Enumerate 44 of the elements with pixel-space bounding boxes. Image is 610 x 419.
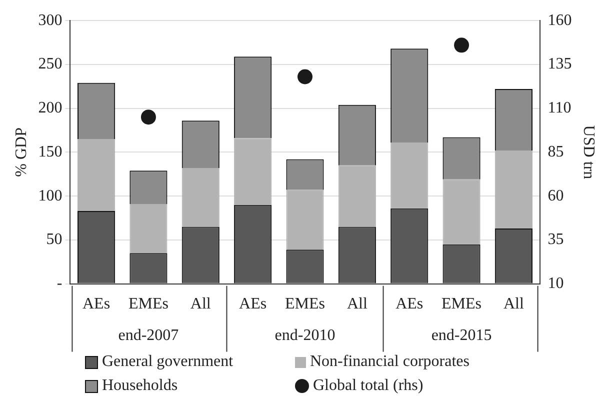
y2-tick-label: 135 — [548, 56, 572, 73]
y-axis-title: % GDP — [12, 127, 30, 177]
y-tick-label: - — [56, 275, 62, 292]
text: end-2015 — [431, 327, 492, 344]
y-tick-label: 300 — [38, 12, 62, 29]
bar — [494, 150, 532, 229]
y-tick-label: 50 — [46, 231, 62, 248]
y-tick-label: 250 — [38, 56, 62, 73]
legend-label: Households — [102, 377, 178, 395]
text: end-2010 — [274, 327, 336, 344]
point — [454, 38, 470, 53]
x-tick-label: AEs — [82, 296, 110, 313]
y2-tick-label: 160 — [548, 12, 572, 29]
x-tick-label: EMEs — [285, 296, 325, 313]
y2-axis-title: USD trn — [580, 125, 598, 180]
bar — [182, 168, 220, 227]
bar — [442, 179, 480, 244]
bar — [234, 138, 272, 205]
x-tick-label: All — [503, 296, 524, 313]
x-tick-label: All — [346, 296, 368, 313]
legend-label: General government — [102, 353, 234, 371]
bar — [390, 142, 428, 208]
y2-tick-label: 35 — [548, 231, 564, 248]
legend-label: Non-financial corporates — [310, 353, 470, 371]
x-tick-label: AEs — [396, 296, 424, 313]
legend-label: Global total (rhs) — [313, 377, 424, 395]
y-tick-label: 150 — [38, 143, 62, 160]
y2-tick-label: 10 — [548, 275, 564, 292]
x-tick-label: EMEs — [442, 296, 482, 313]
x-tick-label: AEs — [239, 296, 267, 313]
y2-tick-label: 85 — [548, 143, 564, 160]
text: end-2007 — [118, 327, 179, 344]
y-tick-label: 200 — [38, 100, 62, 117]
point — [298, 69, 312, 84]
y-tick-label: 100 — [38, 187, 62, 204]
bar — [78, 139, 116, 211]
bar — [286, 190, 324, 250]
y2-tick-label: 110 — [548, 100, 572, 117]
point — [140, 110, 156, 125]
x-tick-label: All — [190, 296, 212, 313]
y2-tick-label: 60 — [548, 187, 564, 204]
bar — [338, 165, 376, 227]
x-tick-label: EMEs — [128, 296, 168, 313]
bar — [130, 204, 168, 254]
